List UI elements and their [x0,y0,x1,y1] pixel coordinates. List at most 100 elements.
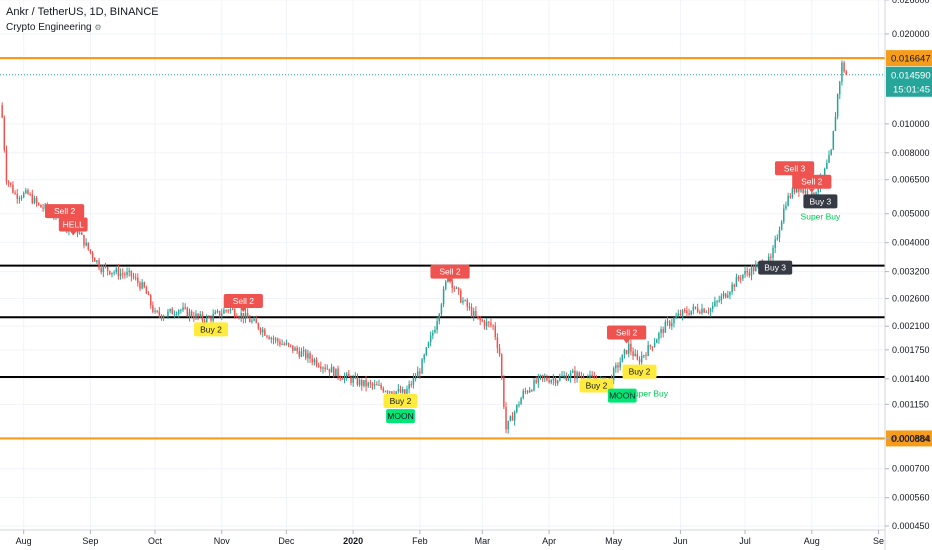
price-tick-label: 0.005000 [892,209,930,219]
price-tick-label: 0.006500 [892,175,930,185]
candle-body [12,184,14,193]
candle-body [289,344,292,346]
candle [246,308,249,319]
candle [503,375,505,410]
candle [216,309,219,314]
candle-body [171,309,174,315]
candle [10,182,12,188]
candle-body [20,197,23,199]
candle-body [447,279,449,282]
candle-body [382,388,385,392]
candle [688,308,690,316]
candle [621,354,624,363]
candle-body [457,287,460,291]
candle-body [320,366,322,369]
candle [468,302,471,311]
candle [264,327,266,337]
candle-body [154,310,156,312]
annotation-label: Sell 2 [801,177,823,187]
candle-body [139,282,141,289]
candle [651,346,654,352]
candle-body [91,252,94,258]
candle-body [488,321,490,323]
candle [567,374,570,381]
candle-body [423,354,425,360]
candle [673,317,675,328]
candle-body [671,323,673,327]
time-tick-label: Se [873,536,884,546]
candle [419,368,421,379]
indicator-label[interactable]: Crypto Engineering ⚙ [6,22,102,33]
time-tick-label: Jun [673,536,688,546]
candle [565,372,568,382]
candle-body [16,193,18,199]
time-tick-label: Sep [82,536,98,546]
candle [31,189,34,205]
candle [739,274,742,284]
candle [694,306,697,310]
candle-body [772,247,774,258]
candle-body [335,368,337,377]
candle-body [397,388,400,392]
candle-body [31,194,34,204]
candle-body [634,353,636,357]
time-axis[interactable]: Aug Sep Oct Nov Dec 2020 Feb Mar Apr May Jun Jul Aug… [0,529,885,546]
candle-body [300,351,303,357]
candle [737,275,740,282]
candle [212,309,214,323]
candle-body [322,367,324,369]
candle [16,189,18,204]
candle [522,388,525,400]
candle [173,310,176,319]
annotation-buy3: Buy 3 [758,260,793,275]
price-tick-label: 0.000700 [892,464,930,474]
annotation-label: Sell 2 [54,206,76,216]
indicator-settings-icon[interactable]: ⚙ [94,23,102,32]
candle [750,264,753,281]
candle [98,257,100,271]
candle [294,346,296,351]
candle-body [339,376,341,379]
candle [612,366,615,385]
candle-body [625,349,628,354]
candle-body [126,272,128,275]
candle-body [647,345,649,356]
candle [617,362,619,373]
candle-body [516,404,518,412]
candle [223,307,225,314]
candle-body [115,268,118,273]
candle-body [218,310,221,316]
candle [531,389,533,392]
candle-body [815,192,817,196]
candle-body [589,374,591,379]
candle [479,316,481,325]
candle-body [35,198,38,203]
candle [408,380,410,394]
annotation-buy: Buy 2 [194,322,229,337]
candle [677,309,680,318]
candle-body [444,281,447,289]
candle-body [229,309,232,311]
candle [3,115,6,153]
candle-body [119,273,122,277]
candle [401,386,404,394]
candle [156,309,158,314]
candle-body [748,272,751,276]
candle [640,351,643,365]
last-price-tag [886,66,932,97]
candle-body [612,368,615,381]
candle-body [143,282,146,288]
candle-body [343,376,346,380]
candle-body [834,116,837,131]
annotation-moon: MOON [386,409,415,424]
candle-body [395,391,397,395]
candle [266,334,268,339]
candle [653,338,656,348]
candle [180,308,182,314]
candle [333,366,335,378]
candle-body [565,375,568,381]
candle [165,315,167,318]
candle-body [468,306,471,308]
